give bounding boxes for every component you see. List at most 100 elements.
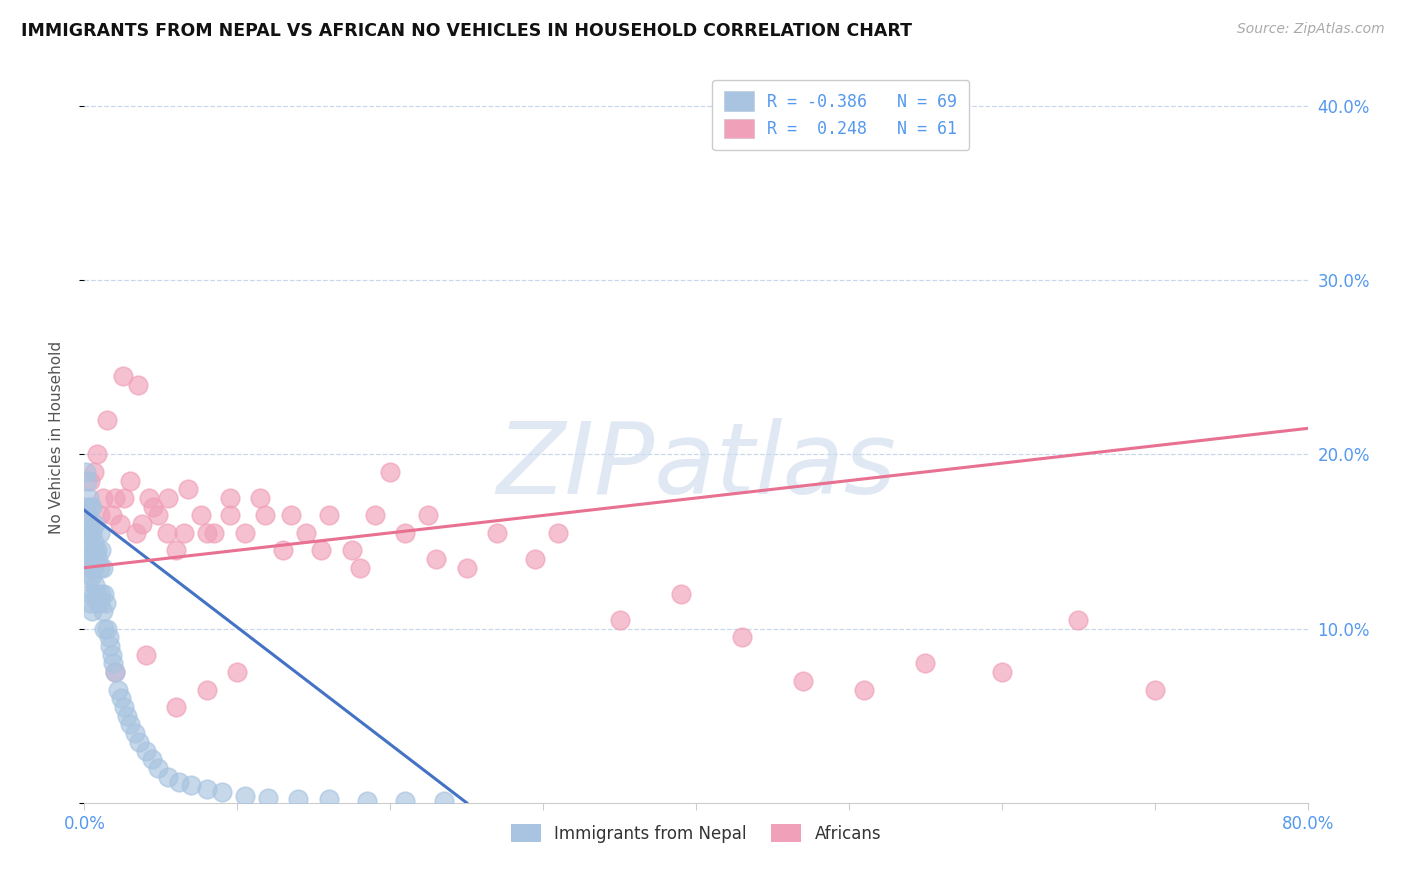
Point bbox=[177, 483, 200, 497]
Point bbox=[202, 525, 225, 540]
Point bbox=[79, 500, 101, 514]
Point bbox=[211, 785, 233, 799]
Point bbox=[792, 673, 814, 688]
Point bbox=[89, 560, 111, 574]
Point bbox=[87, 552, 110, 566]
Point bbox=[180, 778, 202, 792]
Point bbox=[86, 448, 108, 462]
Point bbox=[167, 775, 190, 789]
Point bbox=[76, 552, 98, 566]
Point bbox=[96, 622, 118, 636]
Point bbox=[83, 534, 105, 549]
Text: Source: ZipAtlas.com: Source: ZipAtlas.com bbox=[1237, 22, 1385, 37]
Point bbox=[356, 794, 378, 808]
Point bbox=[271, 543, 294, 558]
Point bbox=[173, 525, 195, 540]
Point bbox=[195, 781, 218, 796]
Point bbox=[93, 622, 115, 636]
Point bbox=[190, 508, 212, 523]
Point bbox=[112, 491, 135, 505]
Point bbox=[127, 377, 149, 392]
Point bbox=[104, 491, 127, 505]
Point bbox=[84, 578, 107, 592]
Point bbox=[98, 639, 121, 653]
Point bbox=[524, 552, 547, 566]
Point bbox=[146, 761, 169, 775]
Point bbox=[280, 508, 302, 523]
Point bbox=[76, 474, 98, 488]
Point bbox=[218, 508, 240, 523]
Point bbox=[89, 508, 111, 523]
Point bbox=[394, 525, 416, 540]
Point bbox=[86, 543, 108, 558]
Point bbox=[79, 560, 101, 574]
Point bbox=[318, 792, 340, 806]
Point bbox=[135, 648, 157, 662]
Point bbox=[195, 525, 218, 540]
Point bbox=[75, 465, 97, 479]
Point bbox=[112, 700, 135, 714]
Point bbox=[295, 525, 318, 540]
Point bbox=[233, 789, 256, 803]
Point bbox=[165, 543, 187, 558]
Point bbox=[125, 525, 148, 540]
Point bbox=[394, 794, 416, 808]
Point bbox=[77, 552, 100, 566]
Point bbox=[131, 517, 153, 532]
Point bbox=[80, 525, 103, 540]
Point bbox=[80, 500, 103, 514]
Point bbox=[991, 665, 1014, 680]
Point bbox=[156, 525, 179, 540]
Point bbox=[547, 525, 569, 540]
Point bbox=[76, 517, 98, 532]
Point bbox=[77, 525, 100, 540]
Point bbox=[77, 569, 100, 583]
Point bbox=[253, 508, 276, 523]
Point bbox=[90, 587, 112, 601]
Point bbox=[77, 491, 100, 505]
Point bbox=[142, 500, 165, 514]
Point bbox=[120, 717, 142, 731]
Point bbox=[146, 508, 169, 523]
Point bbox=[110, 691, 132, 706]
Point bbox=[87, 595, 110, 609]
Point bbox=[914, 657, 936, 671]
Point bbox=[79, 595, 101, 609]
Point bbox=[75, 543, 97, 558]
Point bbox=[418, 508, 440, 523]
Point bbox=[86, 587, 108, 601]
Point bbox=[318, 508, 340, 523]
Point bbox=[128, 735, 150, 749]
Point bbox=[120, 474, 142, 488]
Point bbox=[433, 794, 456, 808]
Point bbox=[486, 525, 509, 540]
Point bbox=[79, 474, 101, 488]
Point bbox=[83, 587, 105, 601]
Point bbox=[76, 508, 98, 523]
Point bbox=[1143, 682, 1166, 697]
Point bbox=[124, 726, 146, 740]
Point bbox=[84, 517, 107, 532]
Legend: Immigrants from Nepal, Africans: Immigrants from Nepal, Africans bbox=[503, 818, 889, 849]
Point bbox=[89, 525, 111, 540]
Point bbox=[609, 613, 631, 627]
Y-axis label: No Vehicles in Household: No Vehicles in Household bbox=[49, 341, 63, 533]
Point bbox=[135, 743, 157, 757]
Point bbox=[853, 682, 876, 697]
Point bbox=[79, 517, 101, 532]
Point bbox=[311, 543, 333, 558]
Point bbox=[94, 595, 117, 609]
Point bbox=[104, 665, 127, 680]
Point bbox=[138, 491, 160, 505]
Point bbox=[226, 665, 249, 680]
Point bbox=[340, 543, 363, 558]
Point bbox=[115, 708, 138, 723]
Point bbox=[233, 525, 256, 540]
Point bbox=[80, 569, 103, 583]
Point bbox=[287, 792, 309, 806]
Point bbox=[456, 560, 478, 574]
Point bbox=[1067, 613, 1090, 627]
Point bbox=[731, 631, 754, 645]
Point bbox=[218, 491, 240, 505]
Point bbox=[380, 465, 402, 479]
